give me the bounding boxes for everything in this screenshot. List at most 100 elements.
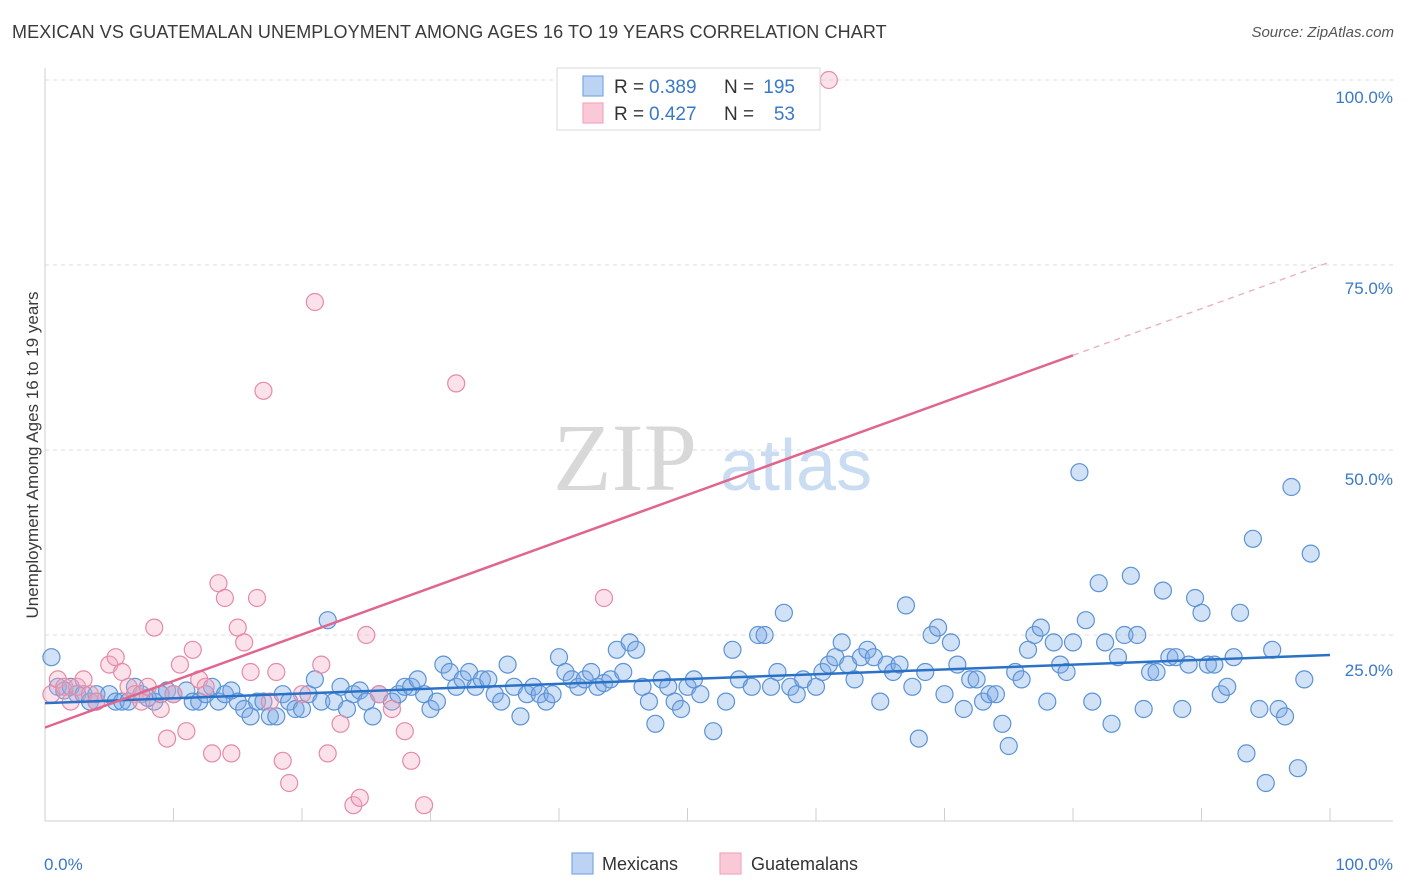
guatemalans-point [312,655,331,674]
mexicans-point [935,685,954,704]
guatemalans-point [280,773,299,793]
mexicans-point [1192,603,1211,622]
x-tick-label-0: 0.0% [44,855,83,874]
y-tick-label-50: 50.0% [1345,470,1393,489]
mexicans-point [890,655,909,674]
guatemalans-point [235,633,254,652]
guatemalans-point [414,796,434,815]
mexicans-point [1121,566,1140,585]
bottom-legend-swatch-guatemalans [719,852,742,875]
y-tick-label-25: 25.0% [1345,661,1393,680]
guatemalans-point [151,699,170,719]
mexicans-point [87,685,106,704]
mexicans-point [492,692,511,711]
guatemalans-point [48,670,67,689]
mexicans-point [524,677,543,696]
mexicans-point [948,655,967,674]
guatemalans-point [350,788,369,807]
mexicans-point [909,729,928,748]
guatemalans-point [819,70,838,90]
mexicans-point [1038,692,1057,711]
legend-n-label-1: N = [724,77,754,98]
mexicans-point [961,670,980,689]
mexicans-point [1025,625,1044,645]
legend-r-label-1: R = [614,77,644,98]
mexicans-point [1211,685,1230,704]
mexicans-point [614,662,633,682]
legend-r-value-1: 0.389 [649,77,697,98]
mexicans-point [434,655,453,674]
mexicans-point [260,707,279,726]
guatemalans-point [267,662,286,682]
mexicans-point [774,603,793,622]
legend-n-label-2: N = [724,104,754,125]
legend-swatch-guatemalans [582,102,604,124]
mexicans-point [851,648,871,667]
guatemalans-point [447,374,466,393]
mexicans-point [1128,625,1147,645]
x-tick-label-100: 100.0% [1335,855,1393,874]
mexicans-point [845,670,864,689]
mexicans-point [1057,662,1076,682]
y-tick-label-75: 75.0% [1345,279,1393,298]
guatemalans-point [222,744,241,763]
watermark-atlas: atlas [720,426,872,506]
mexicans-point [1147,662,1166,682]
legend-n-value-1: 195 [763,77,795,98]
mexicans-point [749,625,768,645]
mexicans-point [941,633,961,652]
mexicans-point [986,685,1006,704]
mexicans-point [768,662,787,682]
mexicans-point [1096,633,1115,652]
mexicans-point [1282,477,1301,497]
guatemalans-point [305,292,324,312]
guatemalans-point [157,729,177,748]
bottom-legend: Mexicans Guatemalans [571,852,858,875]
mexicans-point [723,640,742,659]
guatemalans-point [331,714,350,733]
mexicans-point [1031,618,1050,637]
mexicans-point [498,655,517,674]
guatemalans-point [177,722,196,741]
mexicans-point [1070,463,1089,482]
mexicans-point [1237,744,1256,763]
y-tick-label-100: 100.0% [1335,88,1393,107]
mexicans-point [871,692,890,711]
mexicans-point [639,692,659,711]
guatemalans-point [254,381,273,400]
guatemalans-point [395,722,414,741]
bottom-legend-swatch-mexicans [571,852,594,875]
guatemalans-point [196,677,215,696]
mexicans-point [896,596,916,615]
mexicans-point [1230,603,1250,622]
mexicans-point [1250,699,1269,719]
guatemalans-point [594,588,614,608]
mexicans-point [1269,699,1288,719]
mexicans-point [626,640,646,659]
mexicans-point [620,633,639,652]
legend-n-value-2: 53 [774,104,795,125]
mexicans-point [1102,714,1121,733]
mexicans-point [1089,574,1108,593]
mexicans-point [691,685,710,704]
mexicans-point [967,670,986,689]
mexicans-point [665,692,684,711]
mexicans-point [1140,662,1160,682]
mexicans-point [537,692,556,711]
mexicans-point [646,714,665,733]
mexicans-point [858,640,877,659]
guatemalans-point [80,685,100,704]
grid-lines [45,79,1393,636]
bottom-legend-label-guatemalans: Guatemalans [751,854,858,874]
guatemalans-point [119,677,138,696]
guatemalans-point [318,744,337,763]
axes [44,68,1393,822]
mexicans-point [1115,625,1134,645]
mexicans-point [1301,544,1320,563]
mexicans-point [421,699,440,719]
mexicans-trend-line [44,653,1331,705]
mexicans-point [1076,611,1095,630]
guatemalans-trend-extension [1072,261,1331,356]
mexicans-point [704,722,723,741]
watermark-zip: ZIP [553,404,697,511]
